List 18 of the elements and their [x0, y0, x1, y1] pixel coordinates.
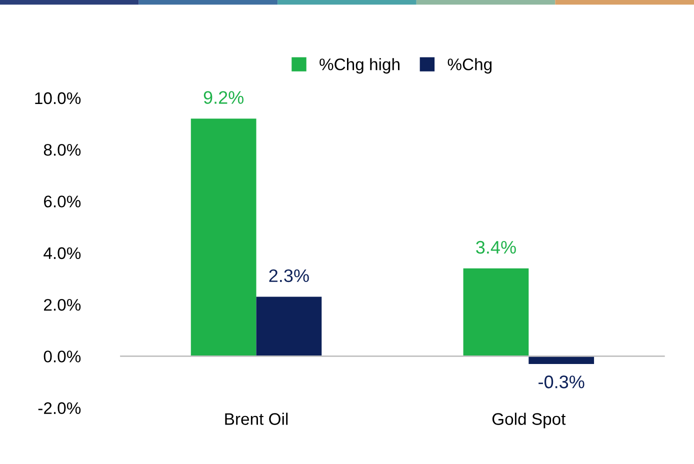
y-tick-label: 2.0%: [44, 298, 81, 311]
data-label: -0.3%: [538, 376, 584, 388]
legend-label: %Chg high: [320, 58, 400, 74]
data-label: 3.4%: [476, 240, 516, 254]
y-tick-label: 10.0%: [35, 92, 81, 104]
y-tick-label: 4.0%: [44, 247, 81, 260]
x-tick-label: Gold Spot: [492, 412, 566, 428]
data-label: 9.2%: [204, 91, 244, 104]
bar: [190, 118, 256, 356]
y-tick-label: 6.0%: [44, 196, 81, 208]
y-tick-label: 8.0%: [44, 144, 81, 156]
bar: [256, 296, 322, 356]
x-tick-label: Brent Oil: [225, 412, 288, 425]
data-label: 2.3%: [269, 269, 309, 282]
bar: [463, 268, 529, 356]
legend-label: %Chg: [448, 58, 492, 74]
y-tick-label: -2.0%: [38, 402, 81, 414]
y-tick-label: 0.0%: [44, 350, 81, 362]
